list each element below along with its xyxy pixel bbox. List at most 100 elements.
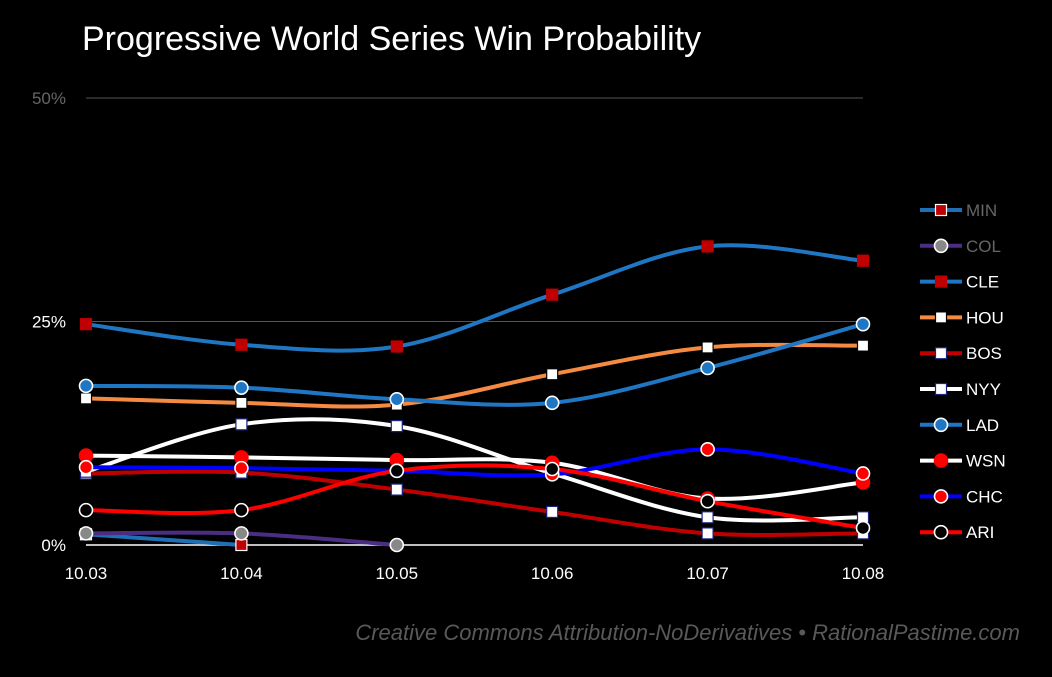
legend-swatch-marker — [933, 524, 949, 540]
legend-label: MIN — [966, 201, 997, 220]
series-lad — [78, 316, 871, 411]
legend: MIN COL CLE HOU BOS NYY LAD WSN CHC ARI — [920, 201, 1006, 542]
data-point-lad — [544, 395, 560, 411]
credit-text: Creative Commons Attribution-NoDerivativ… — [355, 620, 1020, 645]
data-point-col — [234, 526, 249, 541]
data-point-cle — [856, 254, 870, 267]
gridlines — [86, 97, 863, 546]
series-line-hou — [84, 342, 865, 409]
data-point-chc — [234, 460, 249, 476]
legend-item-nyy: NYY — [920, 380, 1001, 399]
legend-label: BOS — [966, 344, 1002, 363]
data-point-cle — [701, 240, 714, 253]
series-line-bos — [84, 469, 865, 537]
data-point-hou — [79, 392, 93, 405]
series-line-chc — [84, 447, 865, 478]
series-lines — [78, 240, 871, 553]
data-point-lad — [234, 380, 249, 395]
data-point-hou — [235, 396, 248, 409]
legend-label: NYY — [966, 380, 1001, 399]
legend-swatch-marker — [933, 453, 949, 468]
series-wsn — [78, 448, 871, 506]
data-point-cle — [546, 288, 559, 301]
data-point-min — [235, 538, 248, 552]
data-point-bos — [701, 527, 714, 540]
legend-label: WSN — [966, 452, 1006, 471]
x-axis-ticks: 10.03 10.04 10.05 10.06 10.07 10.08 — [65, 564, 885, 583]
data-point-ari — [700, 493, 715, 509]
data-point-nyy — [390, 419, 403, 433]
legend-swatch-marker — [933, 489, 949, 504]
x-tick-label: 10.04 — [220, 564, 263, 583]
data-point-lad — [389, 391, 405, 407]
series-line-ari — [84, 463, 865, 531]
chart-title: Progressive World Series Win Probability — [82, 20, 702, 58]
legend-item-col: COL — [920, 237, 1001, 256]
data-point-ari — [855, 520, 871, 536]
data-point-ari — [544, 461, 560, 477]
series-line-wsn — [84, 453, 865, 501]
data-point-chc — [700, 442, 715, 457]
x-tick-label: 10.06 — [531, 564, 574, 583]
series-line-lad — [84, 322, 865, 407]
legend-label: HOU — [966, 308, 1004, 327]
y-tick-label: 50% — [32, 89, 66, 108]
series-ari — [78, 461, 871, 536]
legend-swatch-marker — [934, 203, 948, 217]
data-point-lad — [700, 360, 715, 376]
data-point-cle — [235, 338, 248, 351]
legend-item-lad: LAD — [920, 416, 999, 435]
legend-item-bos: BOS — [920, 344, 1002, 363]
legend-item-hou: HOU — [920, 308, 1004, 327]
data-point-chc — [855, 466, 871, 481]
legend-label: CLE — [966, 273, 999, 292]
legend-label: ARI — [966, 523, 994, 542]
data-point-bos — [390, 483, 403, 496]
data-point-hou — [856, 339, 870, 352]
legend-item-cle: CLE — [920, 273, 999, 292]
series-bos — [79, 466, 870, 540]
data-point-hou — [546, 368, 559, 381]
data-point-chc — [78, 459, 94, 475]
data-point-ari — [234, 502, 249, 518]
legend-item-min: MIN — [920, 201, 997, 220]
data-point-nyy — [701, 511, 714, 524]
data-point-ari — [389, 463, 405, 479]
y-tick-label: 0% — [41, 536, 66, 555]
data-point-nyy — [235, 418, 248, 431]
legend-label: COL — [966, 237, 1001, 256]
series-line-nyy — [84, 417, 865, 523]
data-point-ari — [78, 502, 94, 518]
data-point-lad — [855, 316, 871, 332]
legend-swatch-marker — [934, 275, 948, 288]
legend-swatch-marker — [934, 347, 948, 360]
x-tick-label: 10.08 — [842, 564, 885, 583]
series-cle — [79, 240, 870, 353]
legend-item-wsn: WSN — [920, 452, 1006, 471]
legend-swatch-marker — [933, 238, 949, 254]
data-point-hou — [701, 341, 714, 354]
data-point-lad — [78, 378, 94, 394]
series-col — [78, 526, 405, 553]
series-line-cle — [84, 243, 865, 353]
legend-swatch-marker — [933, 417, 949, 433]
series-line-min — [84, 532, 244, 547]
legend-item-chc: CHC — [920, 487, 1003, 506]
data-point-cle — [79, 318, 93, 331]
data-point-cle — [390, 340, 403, 353]
x-tick-label: 10.07 — [686, 564, 729, 583]
legend-swatch-marker — [934, 311, 948, 324]
data-point-col — [389, 537, 405, 553]
legend-item-ari: ARI — [920, 523, 994, 542]
y-tick-label: 25% — [32, 313, 66, 332]
legend-label: CHC — [966, 487, 1003, 506]
series-hou — [79, 339, 870, 411]
data-point-col — [78, 526, 94, 541]
x-tick-label: 10.05 — [376, 564, 419, 583]
x-tick-label: 10.03 — [65, 564, 108, 583]
legend-label: LAD — [966, 416, 999, 435]
y-axis-ticks: 0% 25% 50% — [32, 89, 66, 555]
legend-swatch-marker — [934, 382, 948, 396]
data-point-bos — [546, 505, 559, 519]
